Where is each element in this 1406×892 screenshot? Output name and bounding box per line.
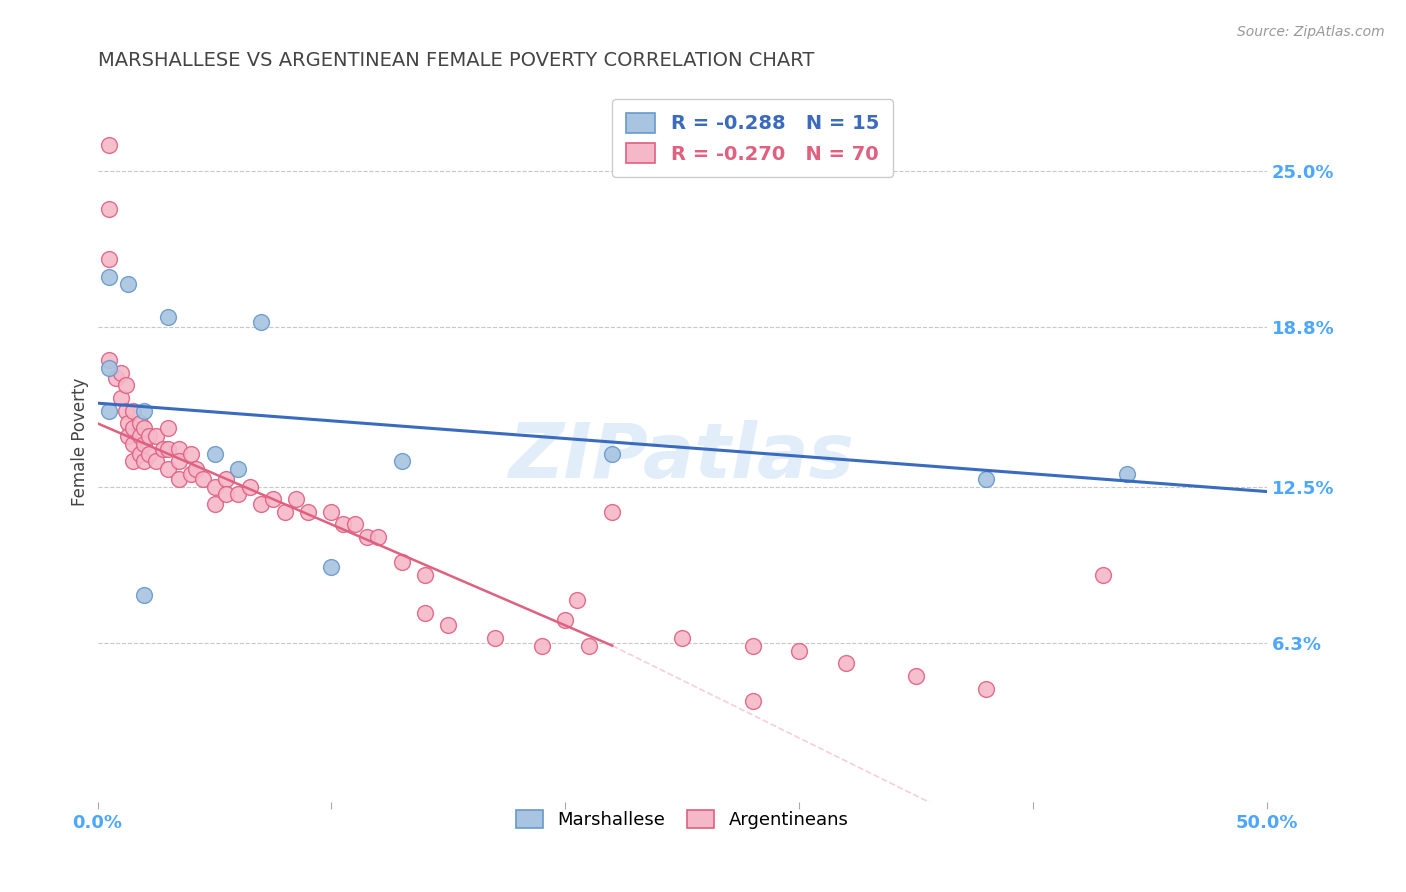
Point (578, 639, 600, 653)
Point (332, 517, 354, 532)
Y-axis label: Female Poverty: Female Poverty (72, 378, 89, 507)
Point (184, 462, 207, 476)
Point (356, 530, 378, 544)
Point (215, 487, 238, 501)
Point (121, 421, 143, 435)
Legend: Marshallese, Argentineans: Marshallese, Argentineans (502, 796, 863, 844)
Point (145, 454, 167, 468)
Point (741, 694, 763, 708)
Point (114, 378, 136, 392)
Point (554, 614, 576, 628)
Point (1115, 467, 1137, 481)
Point (156, 310, 179, 325)
Point (156, 421, 179, 435)
Point (239, 479, 262, 493)
Point (110, 391, 132, 405)
Point (117, 417, 139, 431)
Point (226, 462, 249, 476)
Point (437, 618, 460, 632)
Point (98, 138, 121, 153)
Point (169, 454, 191, 468)
Point (138, 429, 160, 443)
Point (204, 497, 226, 511)
Point (297, 505, 319, 519)
Point (128, 417, 150, 431)
Point (117, 277, 139, 292)
Point (121, 454, 143, 468)
Point (121, 436, 143, 450)
Point (413, 568, 436, 582)
Point (98, 360, 121, 375)
Point (367, 530, 389, 544)
Point (215, 472, 238, 486)
Point (156, 442, 179, 456)
Point (134, 588, 156, 602)
Point (789, 643, 811, 657)
Point (262, 492, 284, 507)
Point (285, 492, 308, 507)
Point (976, 681, 998, 696)
Point (145, 429, 167, 443)
Point (98, 403, 121, 417)
Point (169, 472, 191, 486)
Point (976, 472, 998, 486)
Point (134, 454, 156, 468)
Point (114, 403, 136, 417)
Point (110, 366, 132, 380)
Point (413, 606, 436, 620)
Point (741, 639, 763, 653)
Point (98, 202, 121, 216)
Point (180, 447, 202, 461)
Point (391, 454, 413, 468)
Point (128, 447, 150, 461)
Point (204, 447, 226, 461)
Point (250, 497, 273, 511)
Point (204, 479, 226, 493)
Point (671, 631, 693, 645)
Point (117, 429, 139, 443)
Point (343, 517, 366, 532)
Point (98, 353, 121, 368)
Point (273, 505, 295, 519)
Point (134, 403, 156, 417)
Point (250, 315, 273, 329)
Point (134, 421, 156, 435)
Point (600, 447, 623, 461)
Text: ZIPatlas: ZIPatlas (509, 420, 855, 493)
Point (128, 429, 150, 443)
Point (565, 593, 588, 607)
Point (134, 436, 156, 450)
Point (98, 252, 121, 267)
Point (152, 442, 174, 456)
Point (530, 639, 553, 653)
Point (191, 472, 214, 486)
Point (484, 631, 506, 645)
Point (1092, 568, 1115, 582)
Text: Source: ZipAtlas.com: Source: ZipAtlas.com (1237, 25, 1385, 39)
Point (321, 560, 343, 574)
Point (105, 371, 128, 385)
Point (391, 555, 413, 569)
Point (835, 657, 858, 671)
Point (600, 505, 623, 519)
Point (156, 462, 179, 476)
Point (138, 447, 160, 461)
Point (169, 442, 191, 456)
Point (226, 487, 249, 501)
Point (121, 403, 143, 417)
Point (98, 269, 121, 284)
Point (321, 505, 343, 519)
Point (180, 467, 202, 481)
Text: MARSHALLESE VS ARGENTINEAN FEMALE POVERTY CORRELATION CHART: MARSHALLESE VS ARGENTINEAN FEMALE POVERT… (97, 51, 814, 70)
Point (905, 669, 928, 683)
